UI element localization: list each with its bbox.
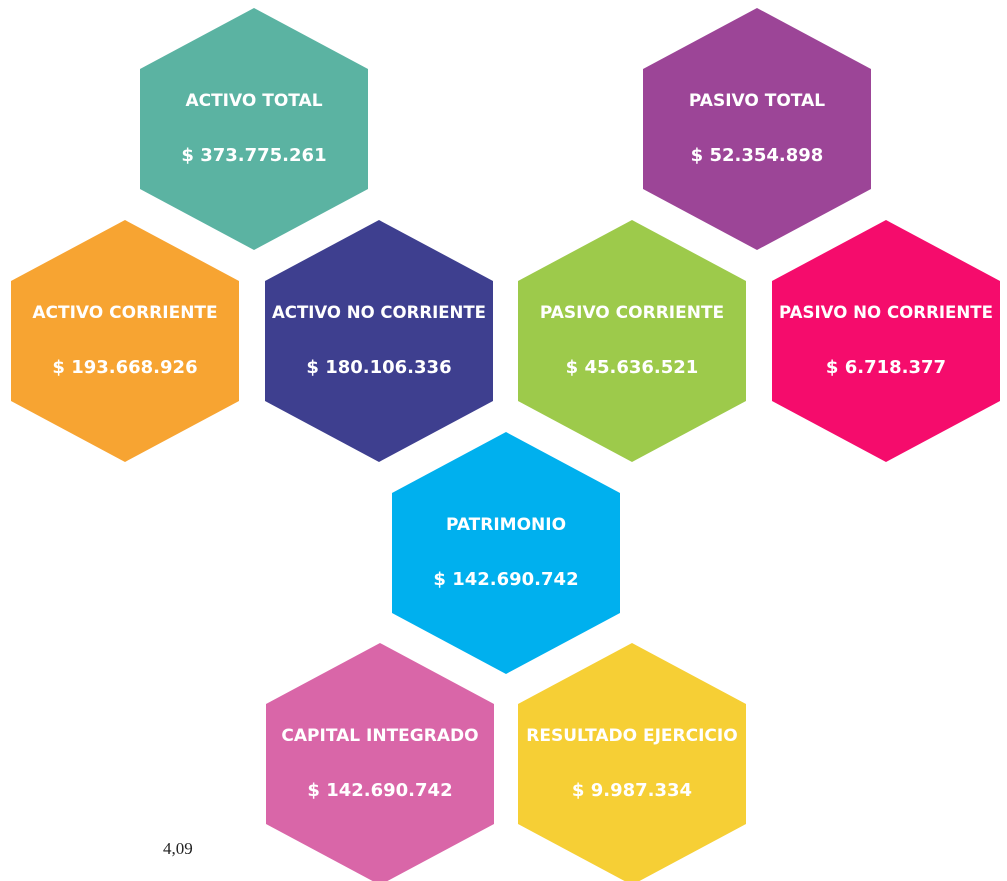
hexagon-node: ACTIVO CORRIENTE $ 193.668.926: [11, 220, 239, 462]
hexagon: [140, 8, 368, 250]
node-label: ACTIVO NO CORRIENTE: [272, 303, 486, 323]
node-value: $ 193.668.926: [52, 357, 197, 378]
hexagon: [518, 220, 746, 462]
node-value: $ 6.718.377: [826, 357, 946, 378]
hexagon: [772, 220, 1000, 462]
hexagon-node: PASIVO TOTAL $ 52.354.898: [643, 8, 871, 250]
node-value: $ 45.636.521: [566, 357, 699, 378]
node-value: $ 142.690.742: [307, 780, 452, 801]
hexagon-node: ACTIVO NO CORRIENTE $ 180.106.336: [265, 220, 493, 462]
node-value: $ 373.775.261: [181, 145, 326, 166]
node-label: PASIVO CORRIENTE: [540, 303, 724, 323]
hexagon: [266, 643, 494, 881]
hexagon: [392, 432, 620, 674]
hexagon: [643, 8, 871, 250]
hexagon-node: RESULTADO EJERCICIO $ 9.987.334: [518, 643, 746, 881]
node-value: $ 9.987.334: [572, 780, 692, 801]
node-label: PATRIMONIO: [446, 515, 566, 535]
node-label: CAPITAL INTEGRADO: [281, 726, 478, 746]
hexagon-node: PASIVO NO CORRIENTE $ 6.718.377: [772, 220, 1000, 462]
hexagon: [11, 220, 239, 462]
node-value: $ 52.354.898: [691, 145, 824, 166]
node-value: $ 142.690.742: [433, 569, 578, 590]
note: 4,09: [163, 839, 193, 858]
node-label: RESULTADO EJERCICIO: [526, 726, 737, 746]
node-label: PASIVO NO CORRIENTE: [779, 303, 993, 323]
node-label: PASIVO TOTAL: [689, 91, 825, 111]
hexagon-node: ACTIVO TOTAL $ 373.775.261: [140, 8, 368, 250]
node-label: ACTIVO TOTAL: [185, 91, 322, 111]
hexagon: [265, 220, 493, 462]
hexagon-node: PATRIMONIO $ 142.690.742: [392, 432, 620, 674]
hexagon-node: CAPITAL INTEGRADO $ 142.690.742: [266, 643, 494, 881]
node-value: $ 180.106.336: [306, 357, 451, 378]
hexagon-node: PASIVO CORRIENTE $ 45.636.521: [518, 220, 746, 462]
hexagon: [518, 643, 746, 881]
node-label: ACTIVO CORRIENTE: [32, 303, 217, 323]
